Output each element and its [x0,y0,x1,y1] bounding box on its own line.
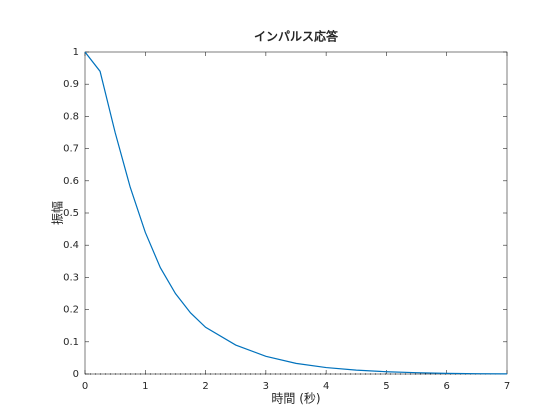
chart-title: インパルス応答 [254,29,339,44]
x-tick-label: 4 [323,381,329,392]
y-tick-label: 0.5 [63,208,79,219]
x-axis-label: 時間 (秒) [271,392,320,406]
x-tick-label: 3 [263,381,269,392]
x-tick-label: 0 [82,381,88,392]
y-tick-label: 0.6 [63,176,79,187]
line [84,51,508,375]
y-tick-label: 0 [73,369,79,380]
y-tick-label: 0.1 [63,337,79,348]
y-tick-label: 0.2 [63,305,79,316]
x-tick-label: 7 [504,381,510,392]
y-tick-label: 0.3 [63,272,79,283]
y-tick-label: 0.8 [63,111,79,122]
y-axis-label: 振幅 [50,201,65,225]
y-tick-label: 0.9 [63,79,79,90]
x-tick-label: 2 [202,381,208,392]
x-tick-label: 6 [444,381,450,392]
x-tick-label: 1 [142,381,148,392]
x-tick-label: 5 [383,381,389,392]
y-tick-label: 1 [73,47,79,58]
y-tick-label: 0.4 [63,240,79,251]
plot-area [84,51,508,375]
y-tick-label: 0.7 [63,144,79,155]
